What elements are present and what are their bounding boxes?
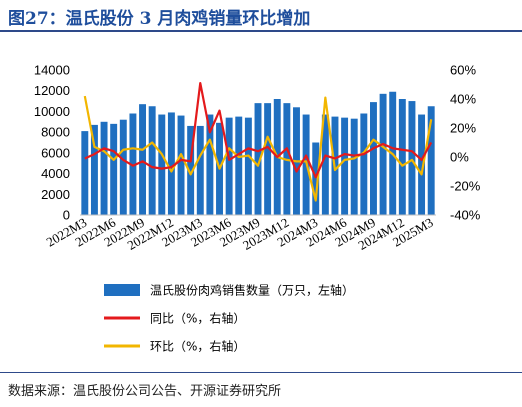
bar-2023M2 (187, 125, 195, 215)
right-axis-tick: 40% (450, 92, 476, 107)
bars-layer (81, 91, 435, 215)
axes-layer: 0 2000 4000 6000 8000 10000 12000 14000 -40% -20%… (34, 63, 481, 253)
bar-2023M8 (244, 117, 252, 215)
right-axis-tick: -40% (450, 208, 481, 223)
bar-2022M3 (81, 131, 89, 215)
bar-2024M4 (321, 114, 329, 215)
bar-2025M2 (418, 114, 426, 215)
bar-2022M12 (167, 112, 175, 215)
left-axis-tick: 8000 (41, 125, 70, 140)
legend-label: 环比（%，右轴） (150, 339, 245, 354)
legend-swatch-bar (104, 284, 140, 296)
bar-2023M10 (264, 103, 272, 215)
right-axis-tick: 20% (450, 121, 476, 136)
yoy-line (84, 81, 433, 179)
left-axis-tick: 14000 (34, 63, 70, 78)
title-bar: 图27：温氏股份 3 月肉鸡销量环比增加 (0, 0, 522, 32)
left-axis-tick: 2000 (41, 187, 70, 202)
bar-2022M11 (158, 114, 166, 215)
combo-chart: 0 2000 4000 6000 8000 10000 12000 14000 -40% -20%… (34, 63, 481, 354)
bar-2024M7 (350, 118, 358, 215)
bar-2023M1 (177, 115, 185, 215)
bar-2025M1 (408, 101, 416, 215)
bar-2024M6 (341, 117, 349, 215)
lines-layer (83, 81, 433, 202)
left-axis-tick: 12000 (34, 83, 70, 98)
bar-2022M7 (119, 119, 127, 215)
bar-2023M4 (206, 114, 214, 215)
left-axis-tick: 10000 (34, 104, 70, 119)
figure-title: 图27：温氏股份 3 月肉鸡销量环比增加 (8, 9, 311, 29)
source-rule (0, 372, 522, 373)
bar-2024M10 (379, 93, 387, 215)
bar-2022M8 (129, 113, 137, 215)
right-axis-tick: 0% (450, 150, 469, 165)
bar-2024M3 (312, 142, 320, 215)
bar-2022M5 (100, 121, 108, 215)
mom-line (83, 95, 433, 202)
bar-2022M10 (148, 106, 156, 215)
legend-label: 同比（%，右轴） (150, 311, 245, 326)
source-note: 数据来源：温氏股份公司公告、开源证券研究所 (8, 384, 282, 399)
bar-2022M6 (110, 123, 118, 215)
bar-2024M12 (398, 99, 406, 215)
bar-2023M6 (225, 117, 233, 215)
bar-2022M9 (139, 104, 147, 215)
right-axis-tick: -20% (450, 179, 481, 194)
left-axis-tick: 6000 (41, 145, 70, 160)
bar-2023M7 (235, 116, 243, 215)
bar-2023M9 (254, 103, 262, 215)
left-axis-tick: 0 (63, 208, 70, 223)
legend-label: 温氏股份肉鸡销售数量（万只，左轴） (150, 283, 354, 298)
bar-2024M9 (370, 102, 377, 215)
bar-2025M3 (427, 106, 435, 215)
bar-2024M8 (360, 113, 368, 215)
right-axis-tick: 60% (450, 63, 476, 78)
bar-2022M4 (90, 124, 98, 215)
bar-2023M3 (196, 125, 204, 215)
left-axis-tick: 4000 (41, 166, 70, 181)
legend: 温氏股份肉鸡销售数量（万只，左轴） 同比（%，右轴） 环比（%，右轴） (104, 283, 354, 354)
